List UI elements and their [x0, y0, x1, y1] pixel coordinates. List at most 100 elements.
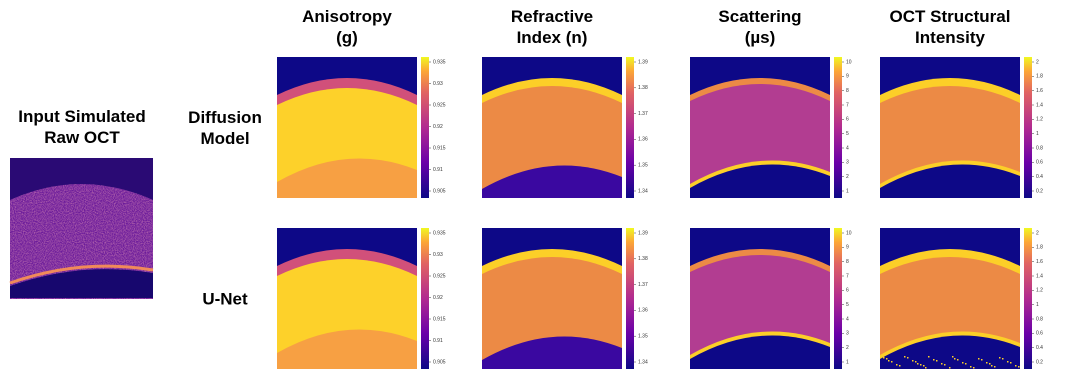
colorbar-tick-label: 1.4 [1036, 102, 1043, 108]
noise-speck [904, 356, 906, 358]
colorbar [421, 57, 429, 198]
colorbar-tick-label: 0.2 [1036, 359, 1043, 365]
colorbar-tick-label: 0.935 [433, 59, 446, 65]
row-label: U-Net [202, 289, 248, 308]
colorbar-tick-label: 1.35 [638, 334, 648, 340]
noise-speck [986, 362, 988, 364]
colorbar-tick-label: 0.93 [433, 252, 443, 258]
colorbar-tick-label: 1.37 [638, 282, 648, 288]
colorbar-tick-label: 1 [846, 188, 849, 194]
colorbar-tick-label: 0.4 [1036, 174, 1043, 180]
colorbar-tick-label: 0.905 [433, 359, 446, 365]
colorbar-tick-label: 1.34 [638, 188, 648, 194]
noise-speck [899, 365, 901, 367]
colorbar-tick-label: 0.6 [1036, 331, 1043, 337]
colorbar-tick-label: 1.39 [638, 230, 648, 236]
colorbar-tick-label: 2 [846, 345, 849, 351]
colorbar-tick-label: 0.6 [1036, 160, 1043, 166]
colorbar-tick-label: 0.91 [433, 338, 443, 344]
map-panel: 0.935 0.93 0.925 0.92 0.915 0.91 0.905 [277, 57, 446, 198]
colorbar-tick-label: 1.36 [638, 137, 648, 143]
colorbar-tick-label: 8 [846, 88, 849, 94]
column-title: (µs) [745, 28, 776, 47]
colorbar-tick-label: 1.8 [1036, 74, 1043, 80]
colorbar-tick-label: 1 [1036, 131, 1039, 137]
column-title: Index (n) [517, 28, 588, 47]
noise-speck [915, 361, 917, 363]
noise-speck [883, 357, 885, 359]
colorbar-tick-label: 0.2 [1036, 188, 1043, 194]
map-panel: 1.39 1.38 1.37 1.36 1.35 1.34 [482, 228, 648, 369]
noise-speck [944, 364, 946, 366]
noise-speck [1002, 358, 1004, 360]
noise-speck [917, 363, 919, 365]
noise-speck [923, 365, 925, 367]
colorbar-tick-label: 6 [846, 288, 849, 294]
map-region [880, 335, 1020, 369]
colorbar-tick-label: 1.8 [1036, 245, 1043, 251]
column-title: Scattering [718, 7, 801, 26]
colorbar-tick-label: 4 [846, 145, 849, 151]
noise-speck [949, 367, 951, 369]
noise-speck [907, 357, 909, 359]
noise-speck [999, 357, 1001, 359]
noise-speck [925, 367, 927, 369]
colorbar-tick-label: 9 [846, 245, 849, 251]
colorbar-tick-label: 1.35 [638, 163, 648, 169]
colorbar-tick-label: 1.38 [638, 256, 648, 262]
column-title: Refractive [511, 7, 593, 26]
noise-speck [880, 356, 882, 358]
noise-speck [989, 363, 991, 365]
colorbar-tick-label: 5 [846, 302, 849, 308]
noise-speck [962, 362, 964, 364]
noise-speck [952, 356, 954, 358]
noise-speck [941, 363, 943, 365]
noise-speck [936, 360, 938, 362]
colorbar [834, 228, 842, 369]
colorbar-tick-label: 0.93 [433, 81, 443, 87]
colorbar-tick-label: 1.6 [1036, 88, 1043, 94]
map-panel: 0.935 0.93 0.925 0.92 0.915 0.91 0.905 [277, 228, 446, 369]
colorbar-tick-label: 7 [846, 102, 849, 108]
colorbar-tick-label: 5 [846, 131, 849, 137]
noise-speck [978, 358, 980, 360]
noise-speck [970, 366, 972, 368]
noise-speck [994, 366, 996, 368]
colorbar-tick-label: 2 [846, 174, 849, 180]
noise-speck [954, 358, 956, 360]
colorbar-tick-label: 1 [846, 359, 849, 365]
colorbar-tick-label: 1.34 [638, 359, 648, 365]
noise-speck [888, 360, 890, 362]
map-region [482, 165, 622, 198]
map-panel: 2 1.8 1.6 1.4 1.2 1 0.8 0.6 0.4 0.2 [880, 57, 1043, 198]
colorbar [1024, 57, 1032, 198]
column-title: Anisotropy [302, 7, 392, 26]
colorbar-tick-label: 0.8 [1036, 316, 1043, 322]
colorbar [834, 57, 842, 198]
noise-speck [891, 361, 893, 363]
noise-speck [920, 364, 922, 366]
colorbar-tick-label: 9 [846, 74, 849, 80]
input-label: Raw OCT [44, 128, 120, 147]
noise-speck [973, 367, 975, 369]
noise-speck [928, 356, 930, 358]
colorbar-tick-label: 0.92 [433, 124, 443, 130]
colorbar-tick-label: 0.91 [433, 167, 443, 173]
colorbar-tick-label: 8 [846, 259, 849, 265]
map-panel: 10 9 8 7 6 5 4 3 2 1 [690, 228, 852, 369]
input-image [9, 158, 154, 299]
colorbar-tick-label: 0.915 [433, 316, 446, 322]
noise-speck [1007, 361, 1009, 363]
noise-speck [957, 359, 959, 361]
colorbar-tick-label: 0.92 [433, 295, 443, 301]
bottom-boundary [9, 264, 154, 285]
colorbar-tick-label: 0.905 [433, 188, 446, 194]
row-label: Diffusion [188, 108, 262, 127]
colorbar-tick-label: 3 [846, 160, 849, 166]
colorbar-tick-label: 10 [846, 59, 852, 65]
colorbar-tick-label: 6 [846, 117, 849, 123]
colorbar-tick-label: 1.6 [1036, 259, 1043, 265]
noise-speck [991, 365, 993, 367]
noise-speck [1018, 366, 1020, 368]
